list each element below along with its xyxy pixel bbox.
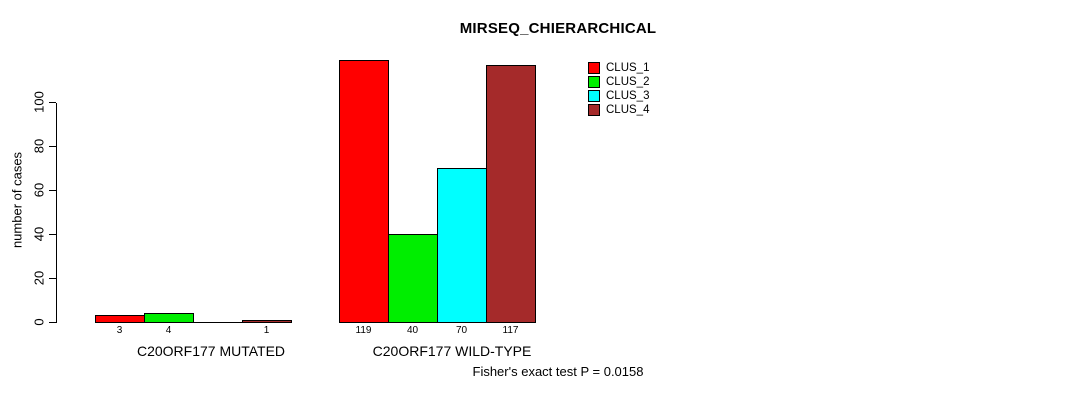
legend-label: CLUS_3 — [606, 89, 650, 102]
legend-label: CLUS_4 — [606, 103, 650, 116]
bar — [95, 315, 145, 323]
y-tick-label: 80 — [31, 138, 47, 154]
y-tick-label: 0 — [31, 318, 47, 326]
bar-value-label: 1 — [263, 325, 270, 336]
bar — [144, 313, 194, 323]
legend-item: CLUS_4 — [588, 103, 649, 116]
legend-item: CLUS_1 — [588, 61, 649, 74]
legend: CLUS_1 CLUS_2 CLUS_3 CLUS_4 — [588, 61, 649, 117]
legend-label: CLUS_2 — [606, 75, 650, 88]
legend-item: CLUS_3 — [588, 89, 649, 102]
y-tick-mark — [49, 278, 56, 279]
legend-swatch — [588, 75, 600, 88]
y-axis — [56, 103, 57, 323]
y-tick-mark — [49, 234, 56, 235]
y-tick-mark — [49, 322, 56, 323]
bar-value-label: 40 — [406, 325, 419, 336]
chart-title: MIRSEQ_CHIERARCHICAL — [459, 20, 657, 37]
legend-swatch — [588, 103, 600, 116]
group-label: C20ORF177 MUTATED — [136, 343, 286, 359]
y-tick-label: 40 — [31, 226, 47, 242]
group-label: C20ORF177 WILD-TYPE — [372, 343, 532, 359]
bar-value-label: 70 — [455, 325, 468, 336]
bar — [339, 60, 389, 323]
y-tick-mark — [49, 190, 56, 191]
bar-value-label: 117 — [502, 325, 519, 336]
legend-swatch — [588, 89, 600, 102]
y-tick-mark — [49, 102, 56, 103]
legend-label: CLUS_1 — [606, 61, 650, 74]
bar — [486, 65, 536, 323]
y-tick-label: 60 — [31, 182, 47, 198]
legend-item: CLUS_2 — [588, 75, 649, 88]
bar — [437, 168, 487, 323]
legend-swatch — [588, 61, 600, 74]
y-axis-label: number of cases — [9, 151, 25, 249]
bar — [388, 234, 438, 323]
bar-value-label: 3 — [116, 325, 123, 336]
bar-value-label: 4 — [165, 325, 172, 336]
y-tick-label: 100 — [31, 91, 47, 113]
y-tick-mark — [49, 146, 56, 147]
bar — [242, 320, 292, 323]
y-tick-label: 20 — [31, 270, 47, 286]
fisher-annotation: Fisher's exact test P = 0.0158 — [472, 364, 644, 379]
bar-value-label: 119 — [355, 325, 372, 336]
